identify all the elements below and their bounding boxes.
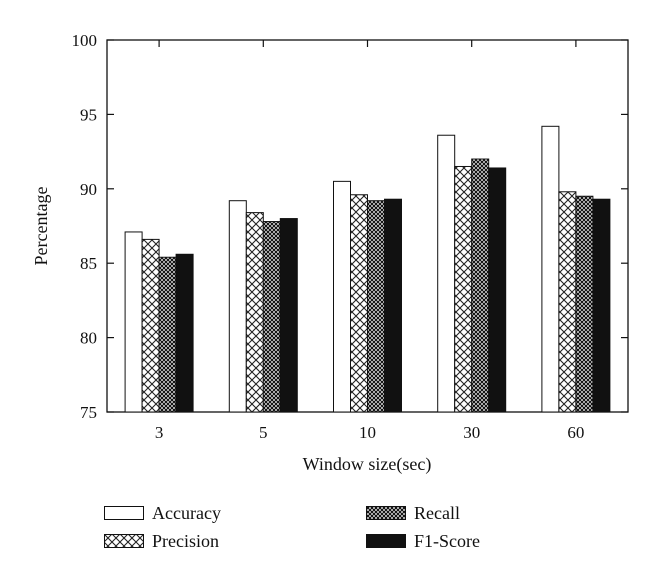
y-tick-label: 95: [80, 105, 97, 124]
bar-accuracy-3: [124, 231, 143, 413]
legend-swatch-f1-score: [366, 534, 406, 548]
bar-chart: 75 80 85 90 95 100 3 5 10 30 60 Window size(sec) P…: [31, 31, 629, 475]
bar-recall-30: [471, 158, 490, 413]
legend-swatch-precision: [104, 534, 144, 548]
bars: [124, 125, 611, 413]
legend-swatch-accuracy: [104, 506, 144, 520]
y-axis-title: Percentage: [31, 187, 51, 266]
legend-label-recall: Recall: [414, 502, 460, 523]
bar-f1-score-10: [384, 198, 402, 413]
bar-precision-10: [350, 194, 368, 413]
bar-recall-10: [367, 200, 385, 413]
x-axis-title: Window size(sec): [303, 454, 432, 475]
bar-recall-5: [262, 221, 281, 413]
x-tick-label: 30: [463, 423, 480, 442]
y-tick-label: 80: [80, 329, 97, 348]
bar-accuracy-5: [228, 200, 247, 413]
bar-precision-5: [245, 212, 264, 413]
bar-precision-3: [141, 238, 160, 413]
y-tick-label: 90: [80, 180, 97, 199]
x-tick-label: 10: [359, 423, 376, 442]
bar-recall-3: [158, 256, 177, 413]
legend-item-f1-score: F1-Score: [366, 530, 480, 552]
x-tick-label: 60: [567, 423, 584, 442]
bar-f1-score-60: [592, 198, 611, 413]
x-tick-label: 5: [259, 423, 268, 442]
bar-recall-60: [575, 195, 594, 413]
bar-precision-60: [558, 191, 577, 413]
bar-accuracy-60: [541, 125, 560, 413]
bar-accuracy-30: [437, 134, 456, 413]
bar-precision-30: [454, 165, 473, 413]
bar-accuracy-10: [333, 180, 351, 413]
bar-f1-score-5: [279, 218, 298, 413]
y-tick-label: 75: [80, 403, 97, 422]
y-tick-label: 85: [80, 254, 97, 273]
x-tick-label: 3: [155, 423, 164, 442]
legend: Accuracy Precision Recall F1-Score: [104, 500, 564, 560]
bar-f1-score-30: [488, 167, 507, 413]
legend-item-precision: Precision: [104, 530, 219, 552]
legend-item-accuracy: Accuracy: [104, 502, 221, 524]
legend-item-recall: Recall: [366, 502, 460, 524]
legend-swatch-recall: [366, 506, 406, 520]
legend-label-accuracy: Accuracy: [152, 502, 221, 523]
bar-f1-score-3: [175, 253, 194, 413]
legend-label-f1-score: F1-Score: [414, 530, 480, 551]
legend-label-precision: Precision: [152, 530, 219, 551]
y-tick-label: 100: [72, 31, 98, 50]
